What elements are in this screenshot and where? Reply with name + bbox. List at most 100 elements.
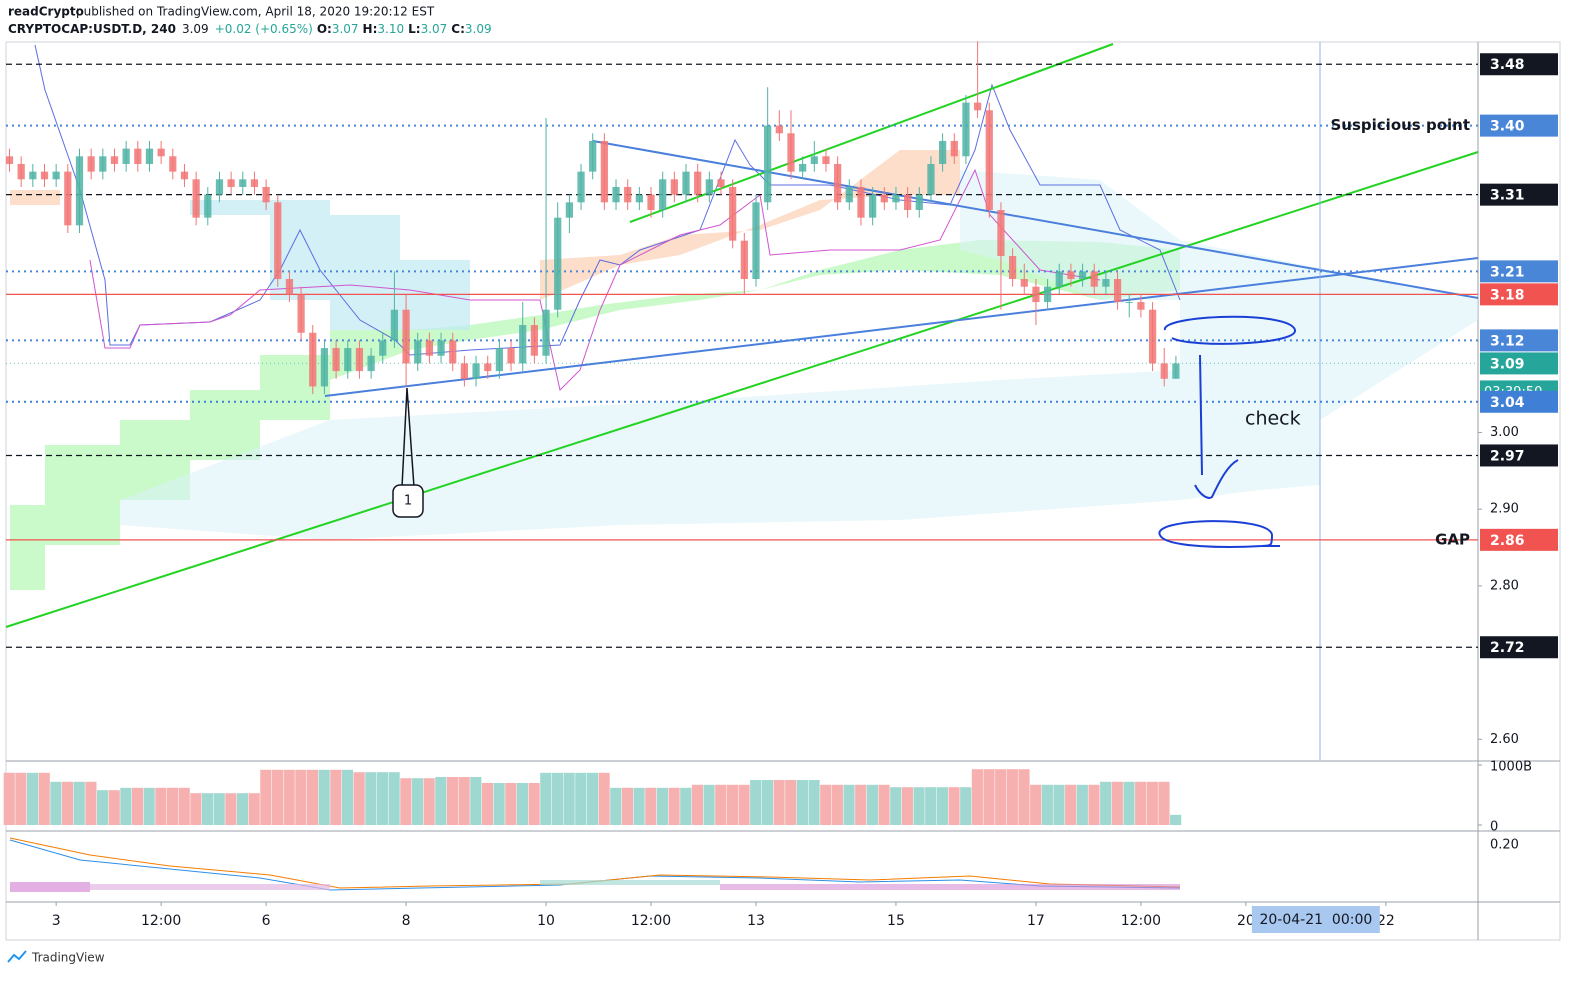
candle-body — [577, 171, 585, 203]
candle-body — [169, 156, 177, 172]
trend-line — [5, 151, 1479, 628]
volume-bar — [960, 787, 972, 825]
candle-body — [915, 194, 923, 210]
volume-bar — [750, 780, 762, 825]
volume-bar — [773, 780, 785, 825]
candle-body — [414, 340, 422, 364]
candle-body — [717, 179, 725, 187]
volume-bar — [540, 772, 552, 825]
price-label-box — [1480, 352, 1558, 375]
candle-body — [997, 209, 1005, 257]
price-label-box — [1480, 114, 1558, 137]
candle-body — [530, 325, 538, 356]
candle-body — [973, 102, 982, 111]
volume-bar — [726, 784, 739, 825]
candle-body — [355, 348, 364, 372]
candle-body — [939, 140, 947, 164]
volume-bar — [855, 784, 867, 825]
candle-body — [729, 186, 737, 241]
candle-body — [29, 171, 37, 180]
volume-bar — [971, 769, 983, 825]
macd-pane: 0.20 — [9, 838, 1519, 892]
volume-bar — [691, 784, 704, 825]
candle-body — [635, 194, 643, 203]
candle-body — [822, 156, 830, 164]
candle-body — [950, 140, 958, 157]
volume-bar — [586, 772, 599, 825]
candle-body — [1137, 302, 1145, 310]
candle-body — [1172, 363, 1180, 379]
last-price: 3.09 — [182, 22, 209, 36]
volume-bar — [225, 793, 237, 825]
volume-bar — [866, 784, 878, 825]
candle-body — [204, 194, 212, 218]
x-tick-label: 12:00 — [141, 913, 181, 929]
candle-body — [565, 202, 573, 218]
candle-body — [367, 355, 375, 372]
candle-body — [250, 179, 259, 187]
candle-body — [285, 279, 294, 295]
candle-body — [344, 348, 352, 372]
volume-bar — [1006, 769, 1018, 825]
x-tick-label: 12:00 — [1121, 913, 1161, 929]
y-tick-label: 3.00 — [1490, 425, 1519, 440]
volume-bar — [120, 787, 132, 825]
candle-body — [1125, 302, 1133, 304]
candle-body — [1102, 279, 1110, 287]
candle-body — [87, 156, 95, 172]
crosshair-label-box — [1251, 906, 1380, 933]
candle-body — [787, 133, 795, 172]
volume-bar — [936, 787, 948, 825]
x-tick-label: 8 — [402, 913, 411, 929]
x-tick-label: 10 — [537, 913, 555, 929]
candle-body — [40, 171, 49, 180]
volume-bar — [785, 780, 797, 825]
candle-body — [1032, 286, 1040, 303]
cloud-orange — [10, 190, 60, 205]
volume-bar — [318, 769, 330, 825]
ohlc-value: 3.07 — [332, 22, 359, 36]
volume-bar — [1146, 781, 1158, 825]
x-tick-label: 20 — [1237, 913, 1255, 929]
ohlc-label: C: — [451, 22, 465, 36]
volume-bar — [481, 783, 494, 825]
candle-body — [192, 179, 200, 218]
candle-body — [612, 186, 620, 203]
candle-body — [99, 156, 107, 172]
volume-bar — [50, 781, 62, 825]
callout-pointer — [401, 387, 415, 488]
price-label-box — [1480, 260, 1558, 283]
volume-bar — [493, 783, 505, 825]
candle-body — [1148, 309, 1157, 364]
cloud-blue — [190, 200, 470, 330]
volume-bar — [1170, 814, 1182, 825]
callout-box — [392, 484, 424, 518]
change: +0.02 (+0.65%) — [215, 22, 313, 36]
candle-body — [600, 140, 608, 203]
volume-bar — [505, 783, 517, 825]
y-tick-label: 2.90 — [1490, 502, 1519, 517]
volume-bar — [843, 784, 855, 825]
macd-histogram — [720, 884, 1180, 890]
x-tick-label: 15 — [887, 913, 905, 929]
candle-body — [390, 309, 399, 341]
volume-bar — [400, 778, 412, 825]
candle-body — [122, 148, 130, 164]
price-label: 3.12 — [1490, 333, 1525, 349]
volume-bar — [435, 777, 447, 825]
volume-bar — [901, 787, 913, 825]
volume-bar — [190, 793, 202, 825]
candle-body — [1020, 279, 1028, 287]
volume-bar — [15, 772, 27, 825]
volume-bar — [516, 783, 529, 825]
macd-histogram — [540, 880, 720, 885]
volume-bar — [761, 780, 773, 825]
candle-body — [892, 194, 900, 203]
candle-body — [834, 163, 842, 203]
volume-bar — [470, 777, 482, 825]
candle-body — [682, 171, 690, 195]
volume-bar — [796, 780, 808, 825]
volume-bar — [680, 787, 692, 825]
level-note: GAP — [1435, 530, 1470, 548]
candle-body — [1043, 286, 1052, 303]
